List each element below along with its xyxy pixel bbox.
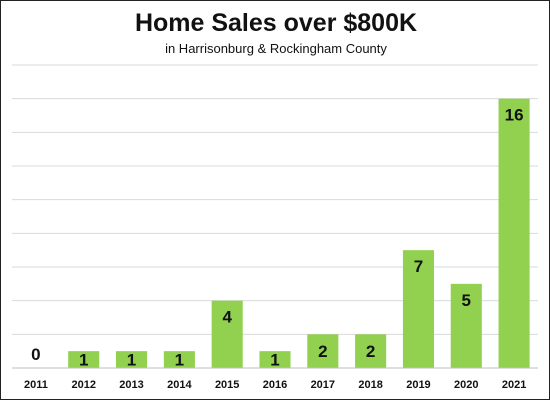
bar-2018 bbox=[355, 334, 387, 368]
bar-value-label: 1 bbox=[270, 351, 279, 370]
x-tick-label: 2019 bbox=[406, 379, 430, 391]
bar-value-label: 0 bbox=[31, 345, 40, 364]
x-tick-label: 2014 bbox=[167, 379, 192, 391]
x-tick-label: 2021 bbox=[502, 379, 526, 391]
bar-2016 bbox=[259, 351, 291, 368]
bar-value-label: 1 bbox=[79, 351, 88, 370]
x-tick-label: 2017 bbox=[311, 379, 335, 391]
bar-value-label: 5 bbox=[462, 291, 471, 310]
x-tick-label: 2015 bbox=[215, 379, 239, 391]
bar-value-label: 1 bbox=[175, 351, 184, 370]
x-tick-label: 2016 bbox=[263, 379, 287, 391]
x-tick-label: 2020 bbox=[454, 379, 478, 391]
bar-2020 bbox=[450, 283, 482, 368]
bar-2012 bbox=[68, 351, 100, 368]
x-tick-label: 2011 bbox=[24, 379, 48, 391]
bar-2017 bbox=[307, 334, 339, 368]
bar-2015 bbox=[211, 300, 243, 368]
bar-value-label: 2 bbox=[366, 342, 375, 361]
bar-value-label: 2 bbox=[318, 342, 327, 361]
chart-subtitle: in Harrisonburg & Rockingham County bbox=[165, 41, 387, 56]
bar-value-label: 4 bbox=[222, 308, 232, 327]
bar-value-label: 1 bbox=[127, 351, 136, 370]
x-tick-label: 2012 bbox=[71, 379, 95, 391]
chart-title: Home Sales over $800K bbox=[134, 9, 418, 37]
bar-2014 bbox=[163, 351, 195, 368]
x-tick-label: 2018 bbox=[358, 379, 382, 391]
x-tick-label: 2013 bbox=[119, 379, 143, 391]
bar-2019 bbox=[402, 250, 434, 368]
bar-2021 bbox=[498, 98, 530, 369]
bar-value-label: 16 bbox=[505, 106, 524, 125]
bar-2013 bbox=[116, 351, 148, 368]
bar-value-label: 7 bbox=[414, 257, 423, 276]
